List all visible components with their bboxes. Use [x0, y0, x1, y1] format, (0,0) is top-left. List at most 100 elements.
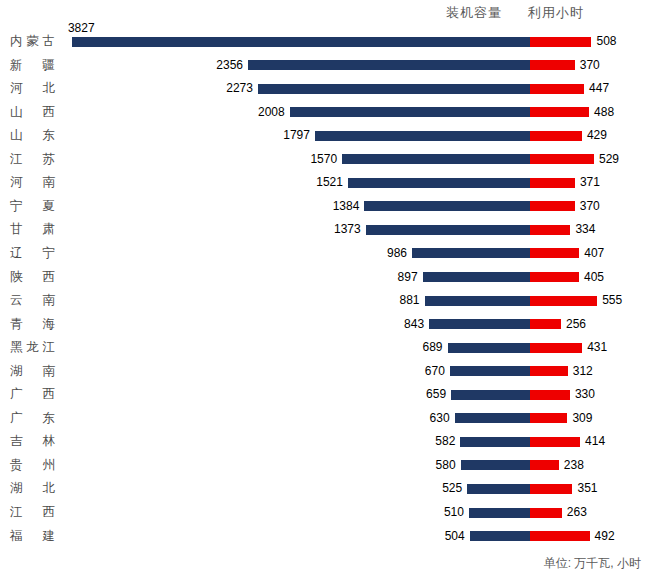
capacity-bar — [451, 390, 530, 400]
hours-value-label: 351 — [577, 482, 597, 495]
category-label: 黑龙江 — [10, 340, 55, 355]
hours-bar — [530, 390, 570, 400]
hours-value-label: 488 — [594, 106, 614, 119]
capacity-bar — [315, 131, 530, 141]
hours-bar — [530, 131, 582, 141]
hours-bar — [530, 107, 589, 117]
hours-value-label: 309 — [572, 412, 592, 425]
capacity-bar — [469, 508, 530, 518]
category-label: 甘肃 — [10, 222, 55, 237]
hours-value-label: 371 — [580, 176, 600, 189]
capacity-value-label: 659 — [426, 388, 446, 401]
capacity-value-label: 1521 — [316, 176, 343, 189]
hours-value-label: 330 — [575, 388, 595, 401]
capacity-bar — [467, 484, 530, 494]
capacity-value-label: 3827 — [68, 22, 95, 35]
hours-bar — [530, 366, 568, 376]
hours-bar — [530, 296, 597, 306]
capacity-value-label: 670 — [425, 365, 445, 378]
capacity-value-label: 897 — [398, 271, 418, 284]
hours-bar — [530, 319, 561, 329]
capacity-bar — [348, 178, 530, 188]
hours-bar — [530, 201, 575, 211]
capacity-bar — [72, 37, 530, 47]
capacity-bar — [290, 107, 530, 117]
capacity-bar — [470, 531, 530, 541]
hours-value-label: 407 — [584, 247, 604, 260]
capacity-value-label: 510 — [444, 506, 464, 519]
category-label: 贵州 — [10, 458, 55, 473]
capacity-bar — [429, 319, 530, 329]
capacity-bar — [461, 460, 530, 470]
hours-bar — [530, 248, 579, 258]
hours-bar — [530, 508, 562, 518]
hours-value-label: 238 — [564, 459, 584, 472]
category-label: 青海 — [10, 317, 55, 332]
category-label: 广东 — [10, 411, 55, 426]
category-label: 山西 — [10, 105, 55, 120]
hours-bar — [530, 437, 580, 447]
capacity-bar — [425, 296, 530, 306]
hours-value-label: 414 — [585, 435, 605, 448]
category-label: 辽宁 — [10, 246, 55, 261]
category-label: 福建 — [10, 529, 55, 544]
capacity-value-label: 843 — [404, 318, 424, 331]
category-label: 江苏 — [10, 152, 55, 167]
capacity-value-label: 1797 — [283, 129, 310, 142]
hours-value-label: 508 — [596, 35, 616, 48]
hours-bar — [530, 37, 591, 47]
hours-value-label: 529 — [599, 153, 619, 166]
capacity-value-label: 1570 — [310, 153, 337, 166]
category-label: 河南 — [10, 175, 55, 190]
hours-bar — [530, 343, 582, 353]
hours-bar — [530, 413, 567, 423]
hours-value-label: 429 — [587, 129, 607, 142]
hours-value-label: 370 — [580, 200, 600, 213]
hours-value-label: 312 — [573, 365, 593, 378]
capacity-bar — [448, 343, 530, 353]
hours-bar — [530, 154, 594, 164]
category-label: 新疆 — [10, 58, 55, 73]
capacity-value-label: 2008 — [258, 106, 285, 119]
capacity-bar — [248, 60, 530, 70]
capacity-value-label: 582 — [435, 435, 455, 448]
hours-bar — [530, 225, 570, 235]
category-label: 湖北 — [10, 481, 55, 496]
hours-value-label: 492 — [595, 530, 615, 543]
hours-bar — [530, 272, 579, 282]
capacity-bar — [455, 413, 530, 423]
capacity-value-label: 504 — [445, 530, 465, 543]
hours-bar — [530, 484, 572, 494]
capacity-bar — [423, 272, 530, 282]
capacity-bar — [342, 154, 530, 164]
capacity-value-label: 689 — [423, 341, 443, 354]
category-label: 吉林 — [10, 434, 55, 449]
hours-value-label: 256 — [566, 318, 586, 331]
legend-hours-label: 利用小时 — [528, 5, 584, 20]
hours-bar — [530, 84, 584, 94]
capacity-value-label: 580 — [436, 459, 456, 472]
capacity-value-label: 2356 — [216, 59, 243, 72]
capacity-value-label: 630 — [430, 412, 450, 425]
unit-note: 单位: 万千瓦, 小时 — [544, 556, 641, 570]
hours-bar — [530, 178, 575, 188]
hours-bar — [530, 460, 559, 470]
hours-value-label: 370 — [580, 59, 600, 72]
capacity-value-label: 2273 — [226, 82, 253, 95]
category-label: 内蒙古 — [10, 34, 55, 49]
capacity-bar — [366, 225, 530, 235]
capacity-value-label: 881 — [400, 294, 420, 307]
hours-value-label: 263 — [567, 506, 587, 519]
capacity-value-label: 1384 — [333, 200, 360, 213]
category-label: 山东 — [10, 128, 55, 143]
hours-value-label: 405 — [584, 271, 604, 284]
capacity-value-label: 986 — [387, 247, 407, 260]
tornado-bar-chart: 装机容量 利用小时 内蒙古3827508新疆2356370河北2273447山西… — [0, 0, 654, 583]
capacity-bar — [450, 366, 530, 376]
hours-value-label: 334 — [575, 223, 595, 236]
capacity-value-label: 525 — [442, 482, 462, 495]
legend-capacity-label: 装机容量 — [446, 5, 502, 20]
category-label: 云南 — [10, 293, 55, 308]
category-label: 湖南 — [10, 364, 55, 379]
hours-value-label: 431 — [587, 341, 607, 354]
